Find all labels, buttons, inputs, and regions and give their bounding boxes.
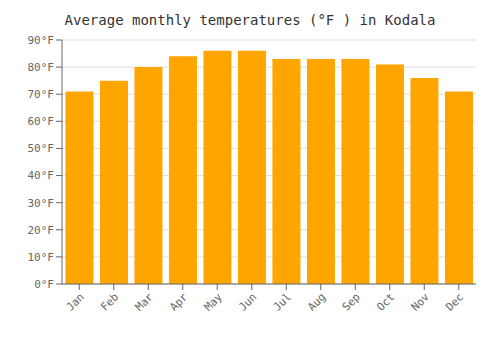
svg-text:40°F: 40°F	[28, 169, 55, 182]
svg-text:80°F: 80°F	[28, 61, 55, 74]
svg-text:Sep: Sep	[340, 290, 363, 313]
svg-text:Dec: Dec	[443, 290, 466, 313]
svg-text:20°F: 20°F	[28, 224, 55, 237]
svg-text:Jul: Jul	[271, 290, 294, 313]
svg-text:70°F: 70°F	[28, 88, 55, 101]
html-text:Average monthly temperatures (: Average monthly temperatures (°F ) in Ko…	[64, 12, 436, 28]
svg-text:0°F: 0°F	[34, 278, 54, 291]
svg-text:60°F: 60°F	[28, 115, 55, 128]
svg-text:90°F: 90°F	[28, 34, 55, 47]
svg-text:10°F: 10°F	[28, 251, 55, 264]
svg-text:Jan: Jan	[64, 290, 87, 313]
svg-text:50°F: 50°F	[28, 142, 55, 155]
svg-text:May: May	[202, 290, 226, 314]
svg-text:Oct: Oct	[374, 290, 397, 313]
svg-text:Nov: Nov	[409, 290, 433, 314]
svg-text:Apr: Apr	[167, 290, 191, 314]
svg-text:Jun: Jun	[236, 290, 259, 313]
svg-text:30°F: 30°F	[28, 197, 55, 210]
svg-text:Aug: Aug	[305, 290, 328, 313]
svg-text:Mar: Mar	[133, 290, 157, 314]
svg-text:Feb: Feb	[98, 290, 121, 313]
